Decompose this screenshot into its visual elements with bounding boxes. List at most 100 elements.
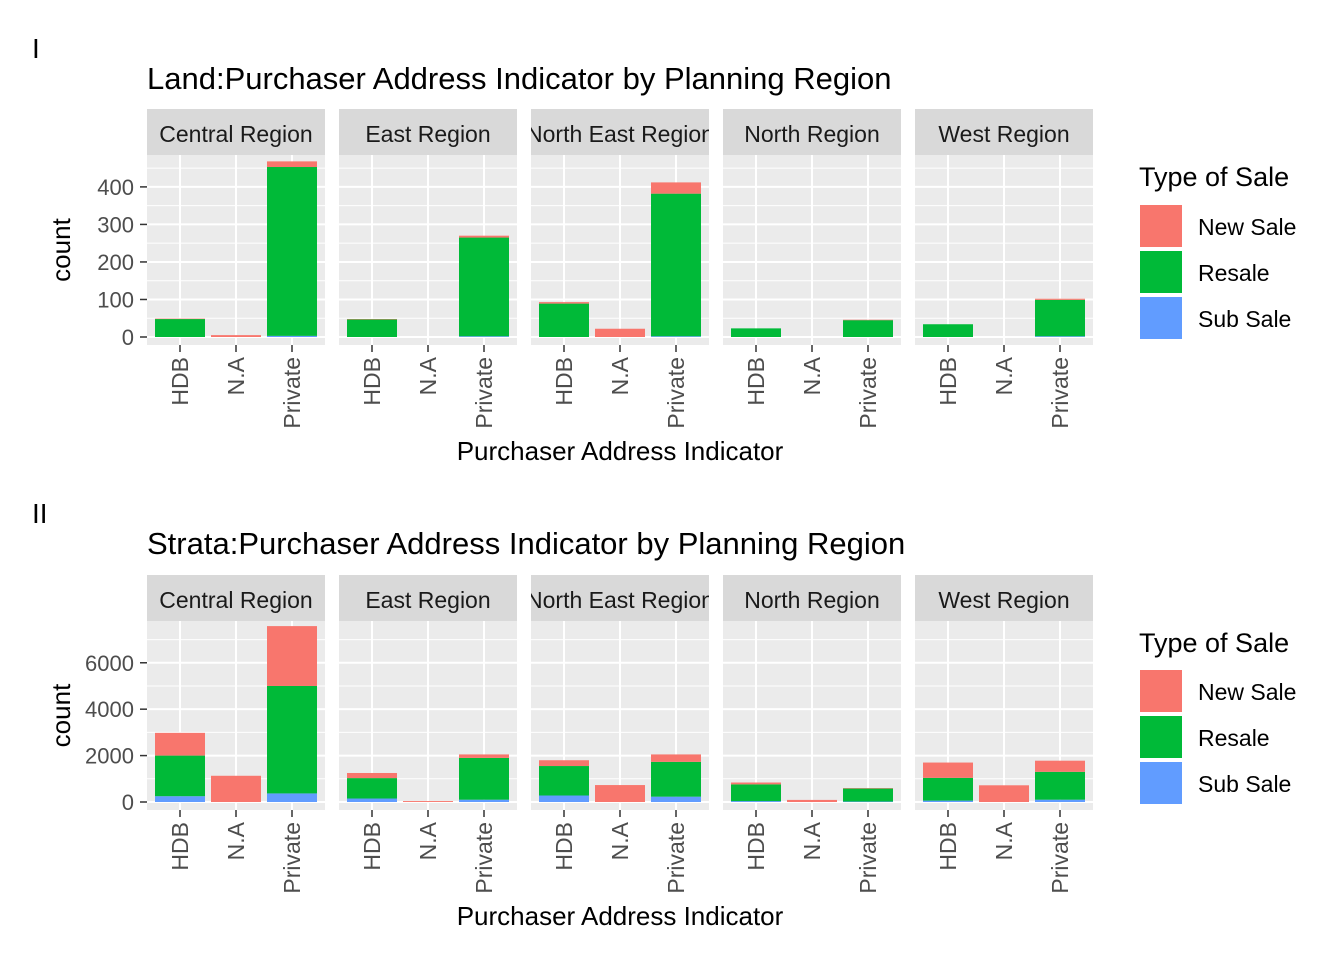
- bar-west-region-hdb-resale: [923, 777, 973, 801]
- bar-north-east-region-private-resale: [651, 761, 701, 797]
- x-tick-label: HDB: [743, 357, 769, 406]
- bar-north-east-region-n-a-new-sale: [595, 328, 645, 337]
- bar-central-region-private-new-sale: [267, 161, 317, 168]
- chart-i: I Land:Purchaser Address Indicator by Pla…: [32, 33, 1296, 466]
- x-tick-label: Private: [855, 357, 881, 429]
- bar-north-east-region-hdb-new-sale: [539, 302, 589, 304]
- bar-east-region-hdb-resale: [347, 319, 397, 337]
- legend-key-sub-sale: [1138, 760, 1184, 806]
- bar-central-region-hdb-sub-sale: [155, 796, 205, 802]
- bar-west-region-n-a-new-sale: [979, 785, 1029, 802]
- x-tick-label: N.A: [607, 356, 633, 395]
- facet-east-region: East Region HDB N.A Private: [339, 109, 517, 429]
- facet-strip: [147, 575, 325, 621]
- y-axis-label: count: [46, 683, 76, 747]
- legend-label-new-sale: New Sale: [1198, 214, 1296, 240]
- bar-north-region-private-sub-sale: [843, 801, 893, 803]
- legend-key-resale: [1138, 249, 1184, 295]
- facet-strip-label: North East Region: [526, 121, 714, 147]
- facet-central-region: Central Region HDB N.A Private: [147, 109, 325, 429]
- bar-north-region-private-resale: [843, 788, 893, 802]
- facet-strip-label: North Region: [744, 121, 880, 147]
- legend-label-resale: Resale: [1198, 260, 1270, 286]
- bar-north-region-hdb-new-sale: [731, 782, 781, 785]
- bar-north-region-hdb-resale: [731, 784, 781, 802]
- x-tick-label: Private: [1047, 822, 1073, 894]
- facet-strip-label: North East Region: [526, 587, 714, 613]
- x-tick-label: N.A: [223, 356, 249, 395]
- facet-north-region: North Region HDB N.A Private: [723, 109, 901, 429]
- y-tick-label: 2000: [85, 744, 134, 769]
- facet-strip-label: West Region: [938, 587, 1069, 613]
- facet-north-east-region: North East Region HDB N.A Private: [526, 575, 714, 894]
- bar-central-region-hdb-resale: [155, 755, 205, 797]
- y-axis-label: count: [46, 217, 76, 281]
- bar-north-east-region-private-sub-sale: [651, 796, 701, 802]
- legend-key-new-sale: [1138, 668, 1184, 714]
- bar-north-east-region-n-a-new-sale: [595, 785, 645, 802]
- legend-key-sub-sale: [1138, 295, 1184, 341]
- y-tick-label: 6000: [85, 651, 134, 676]
- bar-west-region-private-new-sale: [1035, 760, 1085, 772]
- legend: Type of Sale New Sale Resale Sub Sale: [1138, 628, 1296, 806]
- bar-central-region-hdb-new-sale: [155, 318, 205, 320]
- bar-east-region-hdb-new-sale: [347, 772, 397, 779]
- bar-central-region-private-new-sale: [267, 626, 317, 686]
- x-tick-label: HDB: [551, 822, 577, 871]
- bar-central-region-private-sub-sale: [267, 335, 317, 337]
- bar-north-region-private-new-sale: [843, 788, 893, 789]
- x-tick-label: Private: [663, 822, 689, 894]
- x-tick-label: Private: [1047, 357, 1073, 429]
- facet-strip: [531, 575, 709, 621]
- facet-strip-label: North Region: [744, 587, 880, 613]
- facet-strip-label: Central Region: [159, 587, 312, 613]
- bar-east-region-n-a-new-sale: [403, 801, 453, 802]
- x-tick-label: N.A: [991, 356, 1017, 395]
- facet-strip-label: Central Region: [159, 121, 312, 147]
- facet-east-region: East Region HDB N.A Private: [339, 575, 517, 894]
- x-tick-label: HDB: [359, 822, 385, 871]
- plot-tag: II: [32, 498, 48, 529]
- x-tick-label: HDB: [167, 822, 193, 871]
- chart-title: Strata:Purchaser Address Indicator by Pl…: [147, 526, 905, 561]
- facet-strip-label: West Region: [938, 121, 1069, 147]
- bar-north-east-region-private-resale: [651, 193, 701, 337]
- bar-west-region-hdb-new-sale: [923, 762, 973, 778]
- chart-ii: II Strata:Purchaser Address Indicator by …: [32, 498, 1296, 931]
- bar-west-region-private-sub-sale: [1035, 799, 1085, 802]
- y-tick-label: 0: [122, 325, 134, 350]
- bar-west-region-hdb-resale: [923, 324, 973, 337]
- bar-east-region-private-sub-sale: [459, 799, 509, 802]
- facet-strip: [339, 109, 517, 155]
- y-tick-label: 0: [122, 790, 134, 815]
- bar-west-region-private-new-sale: [1035, 298, 1085, 300]
- bar-east-region-private-resale: [459, 237, 509, 337]
- facet-strip: [723, 575, 901, 621]
- bar-north-region-n-a-new-sale: [787, 799, 837, 802]
- bar-north-east-region-hdb-resale: [539, 766, 589, 796]
- x-axis-label: Purchaser Address Indicator: [457, 436, 784, 466]
- facet-strip: [915, 109, 1093, 155]
- x-tick-label: Private: [471, 822, 497, 894]
- x-tick-label: Private: [279, 357, 305, 429]
- bar-east-region-private-sub-sale: [459, 336, 509, 337]
- bar-west-region-private-resale: [1035, 771, 1085, 800]
- bar-west-region-hdb-sub-sale: [923, 800, 973, 802]
- bar-central-region-hdb-resale: [155, 318, 205, 337]
- bar-north-east-region-hdb-resale: [539, 303, 589, 337]
- bar-north-region-hdb-resale: [731, 328, 781, 337]
- x-tick-label: HDB: [743, 822, 769, 871]
- x-tick-label: N.A: [415, 821, 441, 860]
- bar-central-region-n-a-new-sale: [211, 335, 261, 337]
- facet-north-region: North Region HDB N.A Private: [723, 575, 901, 894]
- x-tick-label: N.A: [799, 356, 825, 395]
- legend-title: Type of Sale: [1139, 162, 1289, 192]
- bar-east-region-hdb-sub-sale: [347, 798, 397, 802]
- legend-label-sub-sale: Sub Sale: [1198, 306, 1291, 332]
- facet-strip: [147, 109, 325, 155]
- bar-north-east-region-private-new-sale: [651, 754, 701, 762]
- bar-north-east-region-hdb-sub-sale: [539, 795, 589, 802]
- bar-central-region-n-a-new-sale: [211, 775, 261, 802]
- facet-strip: [723, 109, 901, 155]
